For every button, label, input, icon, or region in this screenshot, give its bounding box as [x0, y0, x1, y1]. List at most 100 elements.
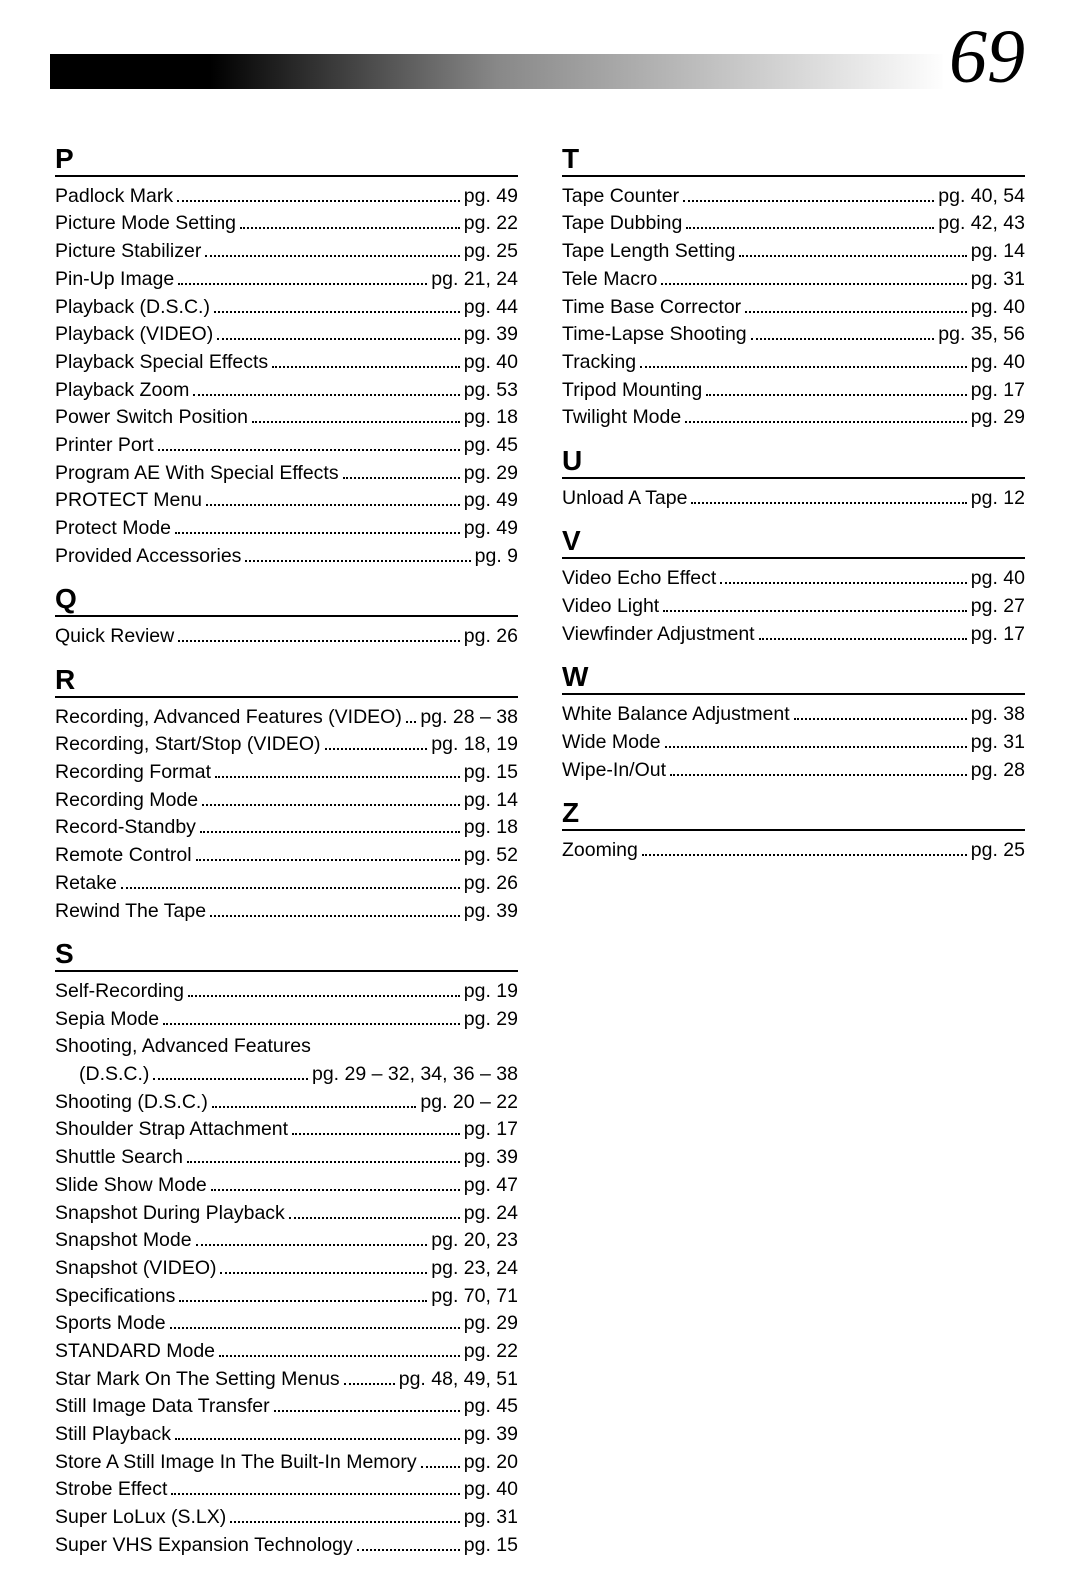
index-entry: Playback Special Effectspg. 40: [55, 349, 518, 377]
index-entry-label: Slide Show Mode: [55, 1172, 207, 1200]
index-entry-label: Self-Recording: [55, 978, 184, 1006]
index-entry-label: Power Switch Position: [55, 404, 248, 432]
index-entry-page: pg. 38: [971, 701, 1025, 729]
index-entry-label: Snapshot During Playback: [55, 1200, 285, 1228]
index-entry-page: pg. 9: [475, 543, 518, 571]
leader-dots: [188, 995, 460, 997]
index-entry: Still Playbackpg. 39: [55, 1421, 518, 1449]
index-entry: Tele Macropg. 31: [562, 266, 1025, 294]
index-entry-page: pg. 40, 54: [938, 183, 1025, 211]
index-entry-page: pg. 29 – 32, 34, 36 – 38: [312, 1061, 518, 1089]
index-entry: Time-Lapse Shootingpg. 35, 56: [562, 321, 1025, 349]
index-entry: (D.S.C.) pg. 29 – 32, 34, 36 – 38: [55, 1061, 518, 1089]
index-entry-page: pg. 20, 23: [431, 1227, 518, 1255]
index-entry-page: pg. 21, 24: [431, 266, 518, 294]
index-section-letter: Q: [55, 584, 518, 617]
index-entry-label: Shooting (D.S.C.): [55, 1089, 208, 1117]
index-entry-label: Record-Standby: [55, 814, 196, 842]
leader-dots: [686, 227, 934, 229]
index-entry-label: Playback Zoom: [55, 377, 189, 405]
leader-dots: [217, 338, 460, 340]
index-entry-label: Sports Mode: [55, 1310, 166, 1338]
index-entry-page: pg. 18: [464, 404, 518, 432]
index-entry-label: White Balance Adjustment: [562, 701, 790, 729]
leader-dots: [187, 1161, 460, 1163]
index-column-left: PPadlock Markpg. 49Picture Mode Settingp…: [55, 130, 518, 1559]
index-entry: Provided Accessories pg. 9: [55, 543, 518, 571]
index-entry: White Balance Adjustment pg. 38: [562, 701, 1025, 729]
index-entry-label: Retake: [55, 870, 117, 898]
index-entry-label: Store A Still Image In The Built-In Memo…: [55, 1449, 417, 1477]
index-entry-page: pg. 25: [971, 837, 1025, 865]
index-entry-page: pg. 14: [971, 238, 1025, 266]
index-entry: Tripod Mountingpg. 17: [562, 377, 1025, 405]
leader-dots: [665, 746, 967, 748]
index-entry: PROTECT Menupg. 49: [55, 487, 518, 515]
index-entry: Picture Stabilizerpg. 25: [55, 238, 518, 266]
index-entry-page: pg. 17: [971, 377, 1025, 405]
index-entry-label: Playback (D.S.C.): [55, 294, 210, 322]
index-entry-label: PROTECT Menu: [55, 487, 202, 515]
index-entry-page: pg. 17: [464, 1116, 518, 1144]
index-entry-page: pg. 42, 43: [938, 210, 1025, 238]
leader-dots: [153, 1078, 308, 1080]
index-entry-page: pg. 18, 19: [431, 731, 518, 759]
index-entry: Star Mark On The Setting Menuspg. 48, 49…: [55, 1366, 518, 1394]
index-entry-page: pg. 45: [464, 432, 518, 460]
index-entry-page: pg. 20: [464, 1449, 518, 1477]
leader-dots: [210, 915, 460, 917]
leader-dots: [357, 1549, 460, 1551]
index-entry-page: pg. 39: [464, 898, 518, 926]
index-entry-page: pg. 40: [971, 349, 1025, 377]
leader-dots: [179, 1300, 427, 1302]
index-entry-label: Protect Mode: [55, 515, 171, 543]
index-entry-page: pg. 53: [464, 377, 518, 405]
index-entry-page: pg. 15: [464, 1532, 518, 1560]
index-entry-page: pg. 48, 49, 51: [399, 1366, 518, 1394]
index-entry-label: (D.S.C.): [55, 1061, 149, 1089]
index-entry-page: pg. 22: [464, 1338, 518, 1366]
index-entry-page: pg. 40: [971, 294, 1025, 322]
index-entry-label: Time-Lapse Shooting: [562, 321, 747, 349]
leader-dots: [421, 1466, 460, 1468]
index-entry-page: pg. 40: [464, 1476, 518, 1504]
leader-dots: [215, 776, 460, 778]
index-entry: Tape Length Settingpg. 14: [562, 238, 1025, 266]
index-entry-label: Viewfinder Adjustment: [562, 621, 755, 649]
index-entry: Super LoLux (S.LX)pg. 31: [55, 1504, 518, 1532]
index-entry: Slide Show Modepg. 47: [55, 1172, 518, 1200]
leader-dots: [691, 502, 966, 504]
index-entry-label: Pin-Up Image: [55, 266, 174, 294]
leader-dots: [325, 748, 428, 750]
index-entry-page: pg. 17: [971, 621, 1025, 649]
index-entry: Still Image Data Transferpg. 45: [55, 1393, 518, 1421]
leader-dots: [121, 887, 460, 889]
index-entry-label: Wipe-In/Out: [562, 757, 666, 785]
index-entry-page: pg. 26: [464, 870, 518, 898]
index-entry-page: pg. 18: [464, 814, 518, 842]
index-entry-label: Recording, Advanced Features (VIDEO): [55, 704, 402, 732]
index-entry-page: pg. 49: [464, 515, 518, 543]
leader-dots: [245, 560, 470, 562]
header-gradient: [210, 54, 1030, 89]
index-entry-label: Printer Port: [55, 432, 154, 460]
index-entry-label: Super VHS Expansion Technology: [55, 1532, 353, 1560]
index-entry: Tape Counterpg. 40, 54: [562, 183, 1025, 211]
leader-dots: [661, 283, 966, 285]
leader-dots: [200, 831, 460, 833]
index-entry-page: pg. 25: [464, 238, 518, 266]
index-entry-page: pg. 15: [464, 759, 518, 787]
index-entry-label: Provided Accessories: [55, 543, 241, 571]
index-entry-page: pg. 24: [464, 1200, 518, 1228]
index-section-letter: T: [562, 144, 1025, 177]
leader-dots: [292, 1133, 460, 1135]
index-entry-label: Playback Special Effects: [55, 349, 268, 377]
index-entry-label: Video Light: [562, 593, 659, 621]
leader-dots: [178, 640, 460, 642]
leader-dots: [663, 610, 967, 612]
index-entry-page: pg. 49: [464, 183, 518, 211]
index-entry-page: pg. 29: [464, 1310, 518, 1338]
index-entry-page: pg. 45: [464, 1393, 518, 1421]
index-section-letter: U: [562, 446, 1025, 479]
leader-dots: [706, 394, 967, 396]
